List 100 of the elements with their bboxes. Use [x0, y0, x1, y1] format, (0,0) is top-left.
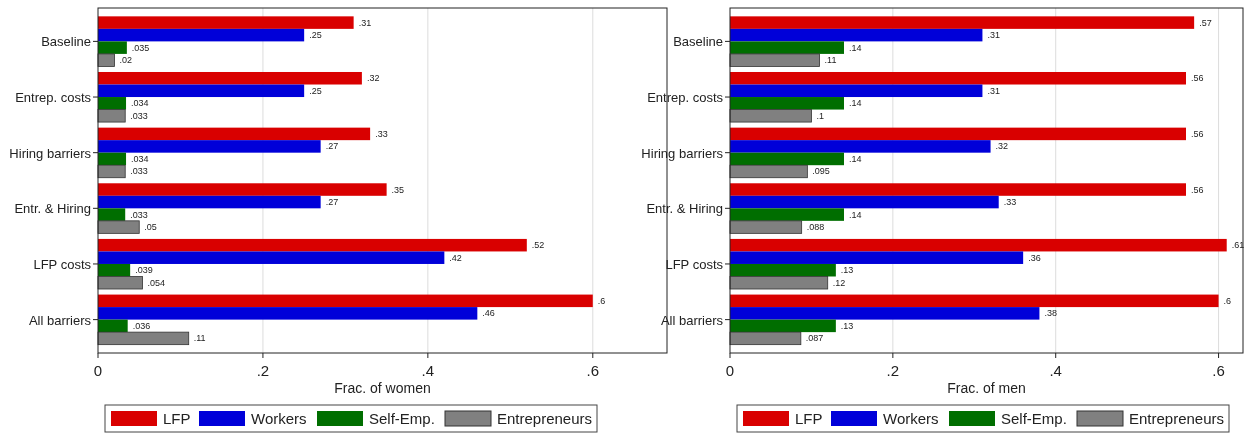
bar [98, 16, 354, 29]
bar [97, 164, 126, 179]
bar [98, 41, 127, 54]
data-label: .02 [119, 55, 133, 66]
legend-label: Workers [251, 410, 307, 427]
bar [730, 16, 1195, 29]
bar [729, 53, 820, 67]
bar [98, 307, 478, 320]
data-label: .12 [832, 277, 846, 288]
data-label: .033 [130, 166, 148, 177]
legend-label: Entrepreneurs [497, 410, 593, 427]
data-label: .11 [193, 333, 206, 344]
data-label: .088 [806, 222, 825, 233]
data-label: .36 [1028, 252, 1041, 263]
y-tick-label: Hiring barriers [9, 145, 92, 161]
bar [730, 319, 836, 333]
y-tick-label: Baseline [41, 34, 91, 50]
bar [729, 220, 803, 234]
bar [98, 183, 387, 196]
bar [98, 140, 321, 153]
bar [98, 28, 305, 42]
bar [730, 127, 1186, 141]
bar [729, 164, 808, 179]
y-tick-label: Entr. & Hiring [646, 201, 723, 217]
data-label: .6 [1223, 295, 1232, 306]
bar [729, 331, 802, 346]
data-label: .034 [131, 153, 149, 164]
data-label: .56 [1191, 128, 1204, 139]
data-label: .32 [366, 73, 380, 84]
legend-label: LFP [795, 410, 823, 427]
bar [730, 294, 1219, 308]
y-tick-label: LFP costs [665, 256, 724, 272]
data-label: .56 [1191, 184, 1204, 195]
data-label: .034 [131, 98, 149, 109]
x-tick-label: .4 [1049, 362, 1062, 379]
data-label: .38 [1044, 308, 1057, 319]
data-label: .095 [812, 166, 830, 177]
data-label: .27 [325, 197, 339, 208]
data-label: .1 [816, 110, 824, 121]
x-tick-label: .2 [256, 362, 270, 379]
data-label: .13 [840, 265, 854, 276]
bar [730, 84, 983, 98]
bar [98, 84, 305, 98]
data-label: .32 [995, 141, 1009, 152]
data-label: .31 [358, 17, 372, 28]
bar [97, 109, 126, 123]
bar [730, 251, 1024, 264]
bar [730, 71, 1186, 85]
bar [730, 28, 983, 42]
y-tick-label: Entrep. costs [647, 90, 724, 106]
data-label: .56 [1191, 73, 1204, 84]
legend-label: Workers [883, 410, 939, 427]
bar [730, 97, 844, 110]
data-label: .31 [987, 30, 1000, 41]
bar [98, 71, 362, 85]
legend-label: Self-Emp. [369, 410, 435, 427]
bar [97, 53, 115, 67]
bar [729, 109, 812, 123]
legend-label: Entrepreneurs [1129, 410, 1225, 427]
data-label: .14 [849, 98, 862, 109]
y-tick-label: All barriers [28, 312, 92, 328]
data-label: .42 [449, 252, 462, 263]
x-tick-label: .4 [421, 362, 435, 379]
bar [730, 195, 999, 209]
data-label: .46 [482, 308, 495, 319]
data-label: .35 [391, 184, 405, 195]
data-label: .087 [805, 333, 824, 344]
bar [98, 263, 131, 277]
x-tick-label: 0 [725, 362, 735, 379]
x-tick-label: .6 [1212, 362, 1225, 379]
x-tick-label: 0 [93, 362, 103, 379]
data-label: .039 [135, 265, 153, 276]
bar [98, 251, 445, 264]
data-label: .11 [824, 55, 837, 66]
data-label: .13 [840, 320, 854, 331]
data-label: .33 [375, 128, 388, 139]
x-tick-label: .2 [886, 362, 900, 379]
data-label: .14 [849, 42, 862, 53]
data-label: .14 [849, 153, 862, 164]
x-axis-title: Frac. of women [334, 380, 431, 396]
data-label: .035 [131, 42, 150, 53]
bar [98, 152, 127, 166]
bar [97, 331, 190, 346]
bar [730, 183, 1186, 196]
x-axis-title: Frac. of men [947, 380, 1026, 396]
bar [98, 294, 593, 308]
bar [730, 307, 1040, 320]
data-label: .31 [987, 85, 1000, 96]
y-tick-label: LFP costs [33, 256, 92, 272]
bar [730, 208, 844, 221]
data-label: .036 [132, 320, 151, 331]
data-label: .57 [1199, 17, 1212, 28]
y-tick-label: Entr. & Hiring [14, 201, 91, 217]
bar [730, 152, 844, 166]
bar [730, 263, 836, 277]
data-label: .033 [130, 209, 148, 220]
x-tick-label: .6 [586, 362, 600, 379]
bar [730, 140, 991, 153]
y-tick-label: All barriers [660, 312, 724, 328]
bar [97, 220, 140, 234]
